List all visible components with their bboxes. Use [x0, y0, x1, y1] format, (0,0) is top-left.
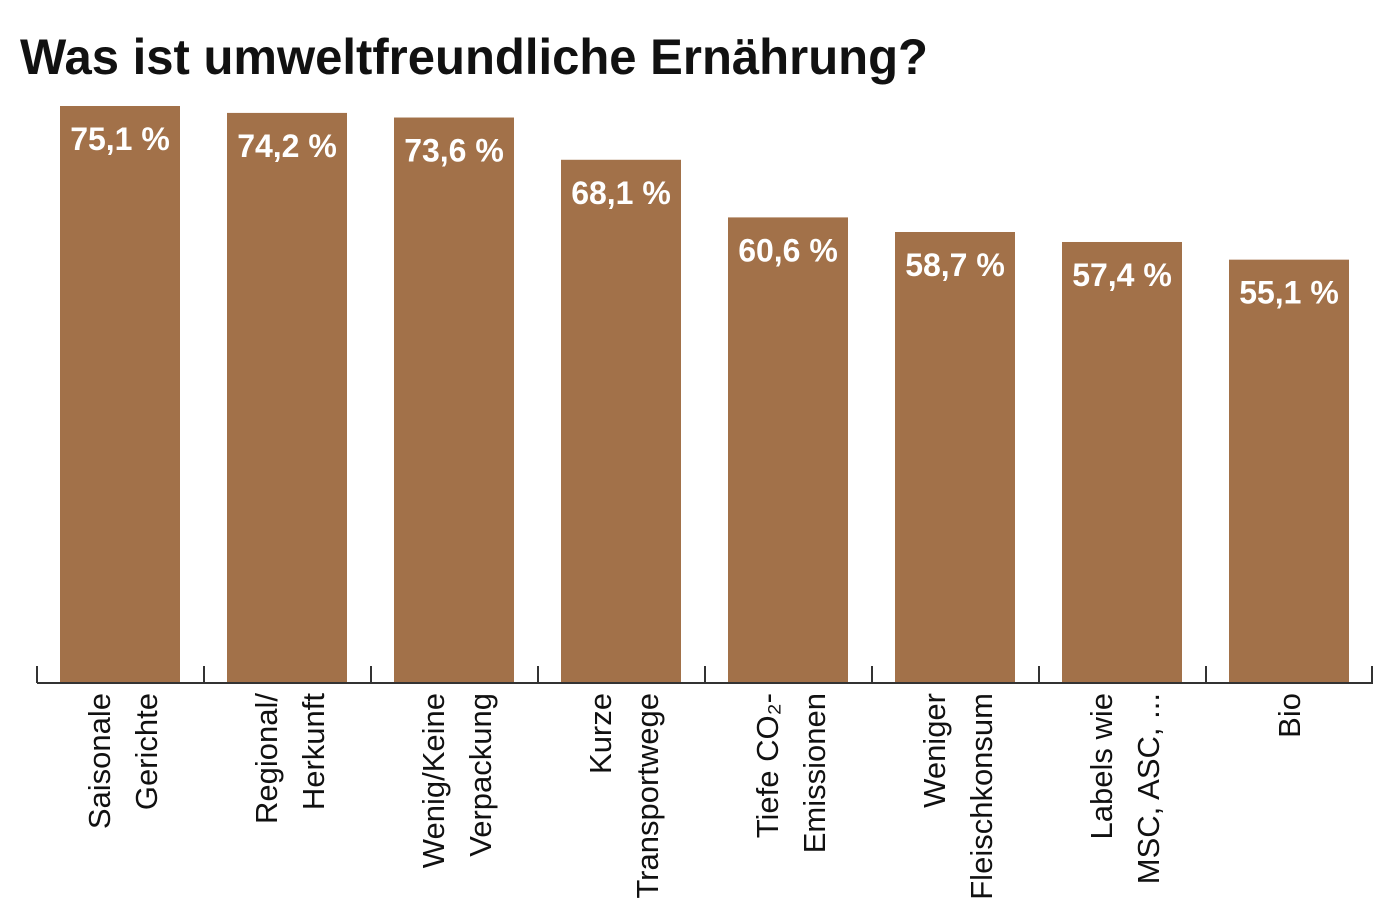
category-label: Labels wie [1084, 693, 1119, 839]
value-label: 55,1 % [1239, 275, 1339, 311]
category-label: Kurze [583, 693, 618, 774]
category-label: Weniger [917, 693, 952, 808]
category-label: Bio [1272, 693, 1307, 738]
category-label: Gerichte [129, 693, 164, 810]
category-label: MSC, ASC, ... [1131, 693, 1166, 884]
category-label: Transportwege [630, 693, 665, 899]
bar [60, 106, 180, 683]
chart-title: Was ist umweltfreundliche Ernährung? [20, 29, 928, 85]
value-label: 58,7 % [905, 247, 1005, 283]
x-axis [36, 666, 1373, 684]
category-label: Herkunft [296, 693, 331, 811]
category-label: Saisonale [82, 693, 117, 829]
category-label: Tiefe CO₂- [750, 693, 785, 838]
bar [728, 217, 848, 684]
value-label: 73,6 % [404, 133, 504, 169]
value-label: 75,1 % [70, 121, 170, 157]
value-label: 60,6 % [738, 232, 838, 268]
category-label: Regional/ [249, 693, 284, 824]
category-label: Emissionen [797, 693, 832, 853]
value-label: 57,4 % [1072, 257, 1172, 293]
bar [227, 112, 347, 683]
category-labels: Saisonale Gerichte Regional/Herkunft Wenig/… [82, 693, 1307, 900]
category-label: Verpackung [463, 693, 498, 857]
value-label: 68,1 % [571, 175, 671, 211]
bar [394, 117, 514, 683]
bar [895, 232, 1015, 683]
value-label: 74,2 % [237, 128, 337, 164]
bars: 75,1 % 74,2 % 73,6 % 68,1 % 60,6 % 58,7 % 57,4… [60, 106, 1349, 684]
category-label: Wenig/Keine [416, 693, 451, 868]
bar [561, 159, 681, 684]
category-label: Fleischkonsum [964, 693, 999, 900]
bar [1062, 241, 1182, 684]
bar [1229, 259, 1349, 683]
